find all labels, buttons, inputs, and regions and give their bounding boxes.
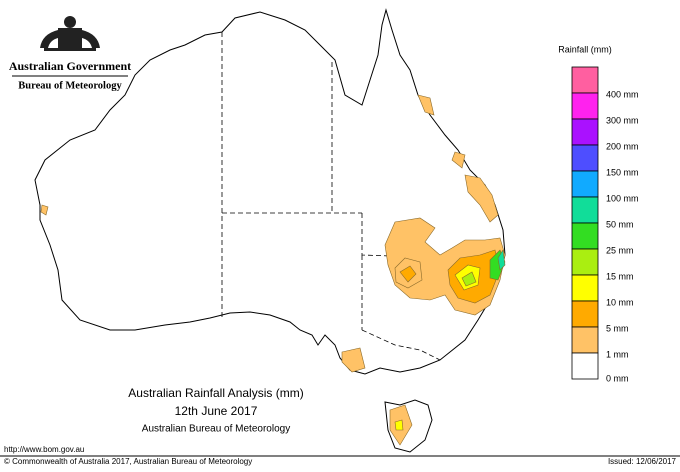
map-title: Australian Rainfall Analysis (mm)	[128, 386, 303, 400]
bureau-name: Bureau of Meteorology	[18, 80, 122, 91]
legend-swatch	[571, 170, 599, 198]
legend-label: 15 mm	[606, 271, 634, 281]
footer-issued: Issued: 12/06/2017	[608, 457, 677, 466]
legend-label: 25 mm	[606, 245, 634, 255]
legend-swatch	[571, 352, 599, 380]
legend-label: 50 mm	[606, 219, 634, 229]
legend: 400 mm 300 mm 200 mm 150 mm 100 mm 50 mm 25 mm…	[571, 66, 639, 383]
legend-swatch	[571, 300, 599, 328]
legend-label: 1 mm	[606, 349, 629, 359]
legend-swatch	[571, 196, 599, 224]
legend-swatch	[571, 92, 599, 120]
legend-swatch	[571, 222, 599, 250]
legend-swatch	[571, 248, 599, 276]
legend-label: 300 mm	[606, 115, 639, 125]
footer-copyright: © Commonwealth of Australia 2017, Austra…	[4, 457, 252, 466]
legend-label: 150 mm	[606, 167, 639, 177]
legend-swatch	[571, 66, 599, 94]
legend-swatch	[571, 274, 599, 302]
agency-name: Australian Government	[9, 59, 131, 73]
map-date: 12th June 2017	[175, 404, 258, 418]
legend-swatch	[571, 144, 599, 172]
legend-title: Rainfall (mm)	[558, 44, 612, 54]
legend-swatch	[571, 326, 599, 354]
legend-label: 0 mm	[606, 373, 629, 383]
rainfall-areas	[40, 94, 506, 446]
legend-label: 5 mm	[606, 323, 629, 333]
legend-label: 400 mm	[606, 89, 639, 99]
footer-url: http://www.bom.gov.au	[4, 445, 84, 454]
legend-label: 10 mm	[606, 297, 634, 307]
legend-label: 100 mm	[606, 193, 639, 203]
legend-swatch	[571, 118, 599, 146]
map-source: Australian Bureau of Meteorology	[142, 424, 290, 435]
legend-label: 200 mm	[606, 141, 639, 151]
crest	[40, 16, 100, 51]
